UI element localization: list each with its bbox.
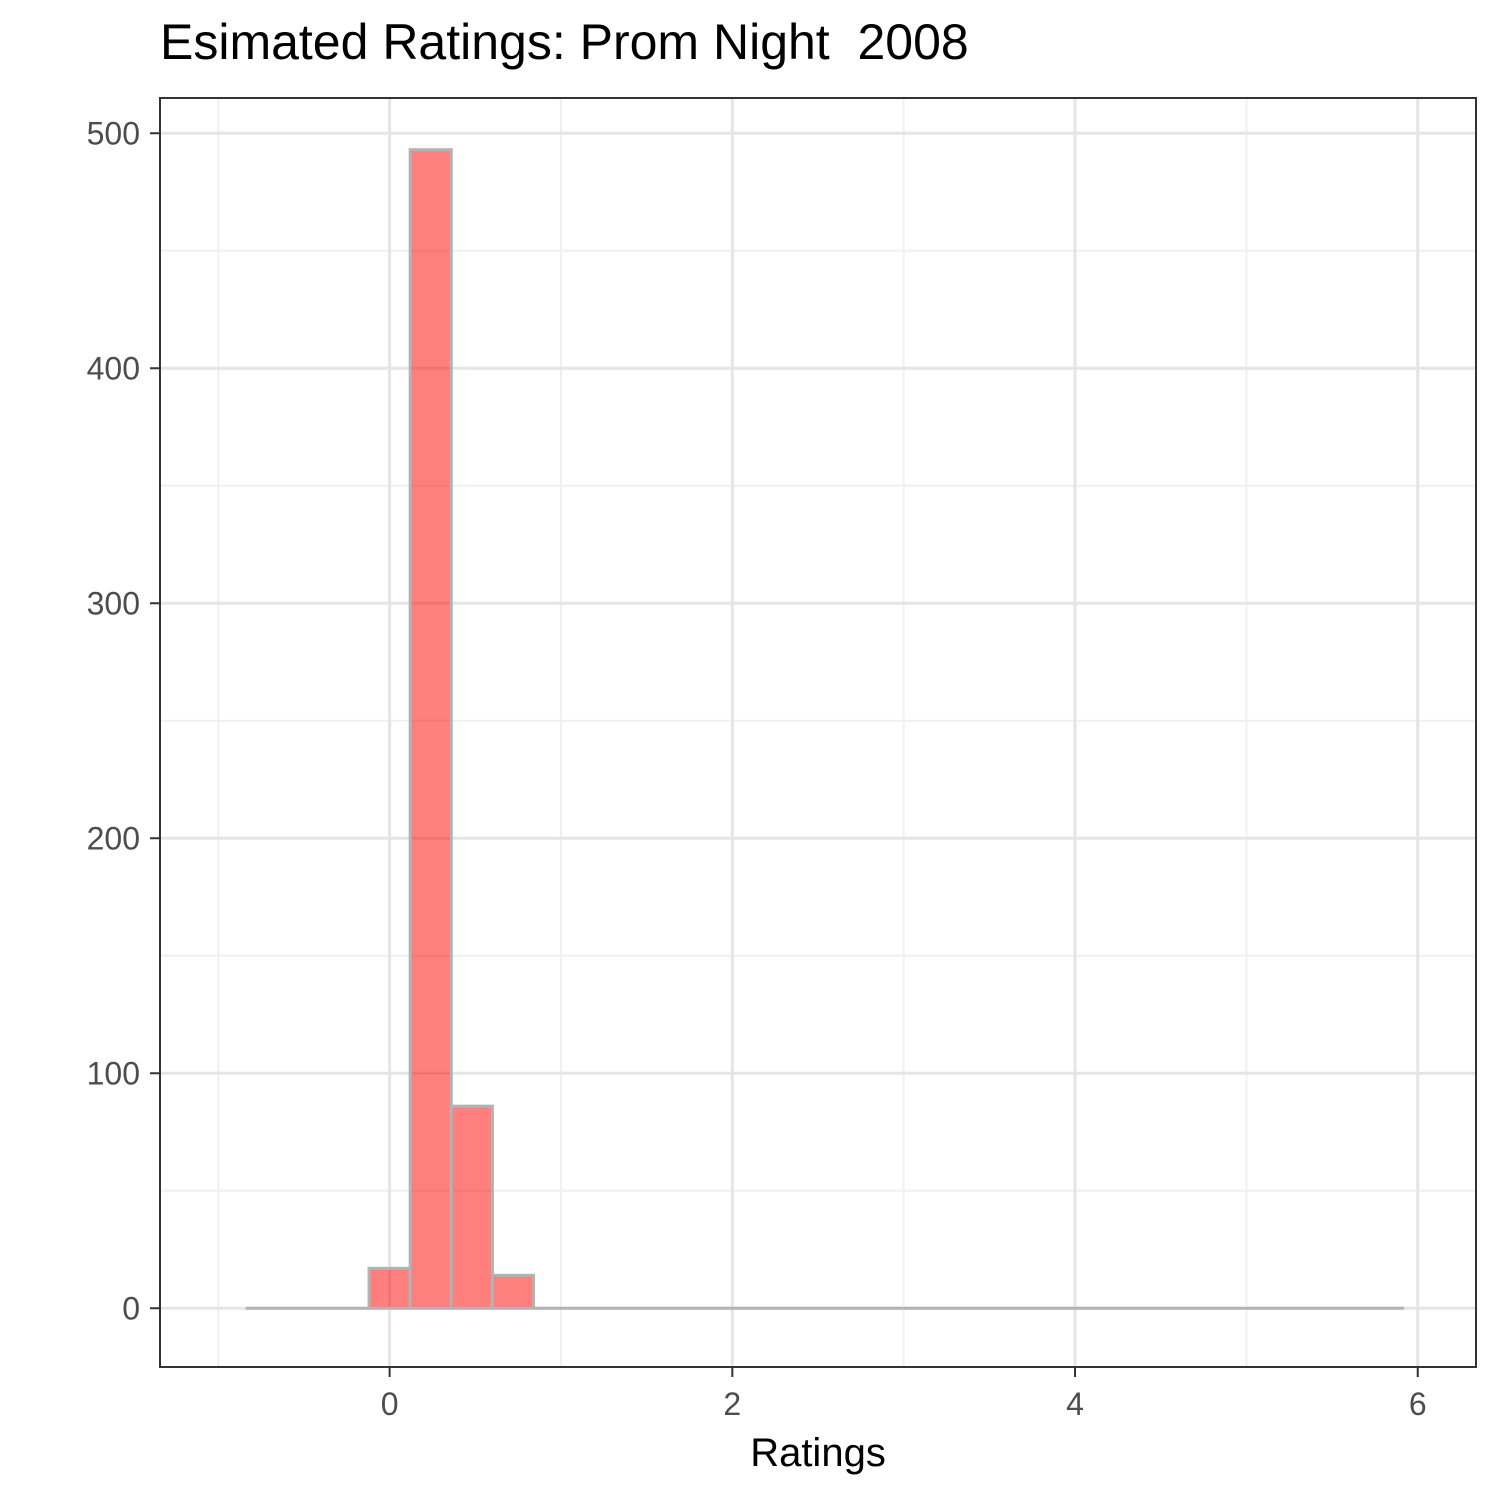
panel-border bbox=[159, 97, 1477, 1368]
y-tick-label: 0 bbox=[122, 1290, 140, 1326]
y-tick-label: 400 bbox=[87, 350, 140, 386]
axis-ticks bbox=[150, 132, 1419, 1377]
histogram-bar bbox=[408, 148, 453, 1310]
histogram-bar bbox=[490, 1273, 536, 1310]
x-tick-label: 2 bbox=[723, 1386, 741, 1422]
histogram-bar bbox=[367, 1266, 412, 1310]
chart-title: Esimated Ratings: Prom Night 2008 bbox=[160, 14, 969, 70]
histogram-bars bbox=[245, 148, 1405, 1310]
x-tick-label: 4 bbox=[1066, 1386, 1084, 1422]
y-tick-label: 200 bbox=[87, 820, 140, 856]
grid-lines bbox=[160, 98, 1476, 1367]
y-tick-label: 500 bbox=[87, 115, 140, 151]
x-tick-label: 0 bbox=[381, 1386, 399, 1422]
x-tick-label: 6 bbox=[1409, 1386, 1427, 1422]
x-axis-title: Ratings bbox=[750, 1431, 886, 1475]
y-tick-label: 300 bbox=[87, 585, 140, 621]
tick-labels: 0 2 4 6 0 100 200 300 400 500 bbox=[87, 115, 1427, 1422]
histogram-bar bbox=[449, 1104, 494, 1310]
y-tick-label: 100 bbox=[87, 1055, 140, 1091]
